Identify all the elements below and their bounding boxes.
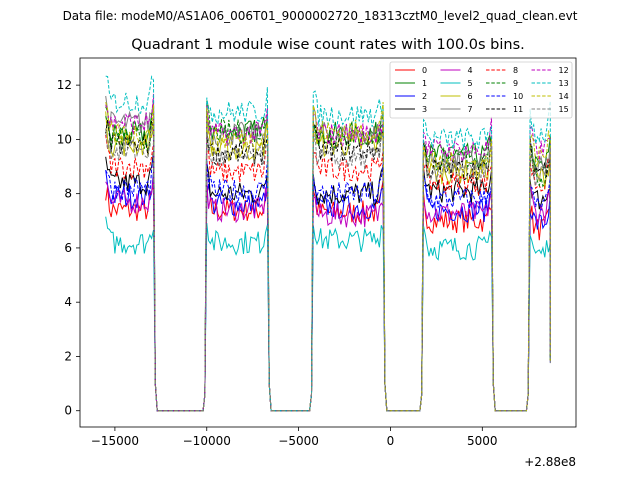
series-line-11 xyxy=(105,120,551,412)
x-tick-label: −15000 xyxy=(91,434,139,448)
legend-label-0: 0 xyxy=(422,66,427,75)
series-line-15 xyxy=(105,128,551,412)
series-line-12 xyxy=(105,93,551,412)
series-line-13 xyxy=(105,75,551,412)
chart-title: Quadrant 1 module wise count rates with … xyxy=(131,37,525,53)
y-tick-label: 6 xyxy=(64,241,72,255)
legend-label-2: 2 xyxy=(422,92,427,101)
x-axis: −15000 −10000 −5000 0 5000 xyxy=(91,427,498,448)
x-tick-label: 0 xyxy=(387,434,395,448)
x-tick-label: −10000 xyxy=(183,434,231,448)
legend-label-4: 4 xyxy=(468,66,473,75)
legend-label-15: 15 xyxy=(559,105,569,114)
x-offset-label: +2.88e8 xyxy=(524,455,576,469)
y-tick-label: 10 xyxy=(57,132,72,146)
legend-box xyxy=(389,61,573,119)
plot-area xyxy=(105,75,551,412)
legend-label-3: 3 xyxy=(422,105,427,114)
legend-label-14: 14 xyxy=(559,92,569,101)
y-tick-label: 4 xyxy=(64,295,72,309)
axes-frame xyxy=(79,57,577,428)
legend-label-10: 10 xyxy=(513,92,523,101)
legend-label-6: 6 xyxy=(468,92,473,101)
legend-label-11: 11 xyxy=(513,105,523,114)
y-tick-label: 12 xyxy=(57,78,72,92)
legend-label-12: 12 xyxy=(559,66,569,75)
legend-label-7: 7 xyxy=(468,105,473,114)
x-tick-label: −5000 xyxy=(278,434,319,448)
legend-label-5: 5 xyxy=(468,79,473,88)
y-tick-label: 2 xyxy=(64,349,72,363)
legend-label-8: 8 xyxy=(513,66,518,75)
figure-suptitle: Data file: modeM0/AS1A06_006T01_90000027… xyxy=(63,9,578,23)
legend-label-1: 1 xyxy=(422,79,427,88)
legend-label-13: 13 xyxy=(559,79,569,88)
legend-label-9: 9 xyxy=(513,79,518,88)
y-tick-label: 0 xyxy=(64,404,72,418)
x-tick-label: 5000 xyxy=(467,434,498,448)
y-tick-label: 8 xyxy=(64,187,72,201)
y-axis: 0 2 4 6 8 10 12 xyxy=(57,78,80,418)
